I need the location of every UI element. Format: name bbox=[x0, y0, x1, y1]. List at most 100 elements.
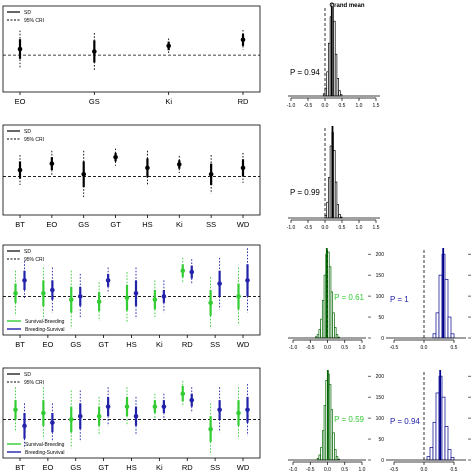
mean-point bbox=[92, 49, 97, 54]
x-tick-label: GS bbox=[78, 220, 89, 229]
mean-point bbox=[49, 161, 55, 166]
x-tick-label: WD bbox=[237, 220, 250, 229]
x-tick-label: EO bbox=[42, 340, 53, 349]
figure-title: Grand mean bbox=[329, 3, 364, 9]
mean-point bbox=[176, 162, 182, 167]
mean-point bbox=[236, 294, 241, 299]
x-tick-label: GS bbox=[89, 97, 100, 106]
mean-point bbox=[68, 417, 74, 422]
mean-point bbox=[17, 46, 23, 52]
x-tick-label: 1.5 bbox=[373, 225, 380, 231]
x-tick-label: 1.0 bbox=[359, 467, 366, 473]
mean-point bbox=[245, 278, 250, 283]
histogram-bar bbox=[426, 456, 431, 461]
mean-point bbox=[96, 299, 102, 304]
panel-frame bbox=[2, 5, 261, 93]
mean-point bbox=[208, 426, 213, 432]
mean-point bbox=[68, 297, 74, 302]
x-tick-label: RD bbox=[238, 97, 249, 106]
x-tick-label: RD bbox=[182, 340, 193, 349]
legend-cri-label: 95% CRI bbox=[24, 137, 44, 143]
x-tick-label: Ki bbox=[165, 97, 172, 106]
x-tick-label: RD bbox=[182, 463, 193, 472]
mean-point bbox=[189, 269, 195, 275]
mean-point bbox=[124, 295, 130, 301]
legend-cri-label: 95% CRI bbox=[24, 257, 44, 263]
row1-effects: EO GS Ki RD SD 95% CRI bbox=[2, 5, 261, 106]
x-tick-label: -1.0 bbox=[289, 345, 298, 351]
x-tick-label: GT bbox=[98, 340, 109, 349]
x-tick-label: BT bbox=[15, 220, 25, 229]
mean-point bbox=[208, 171, 214, 177]
mean-point bbox=[77, 413, 83, 419]
mean-point bbox=[161, 404, 167, 409]
row2-posterior: -1.0 -0.5 0.0 0.5 1.0 1.5 P = 0.99 bbox=[287, 126, 380, 231]
x-tick-label: GS bbox=[70, 463, 81, 472]
probability-label: P = 0.61 bbox=[334, 293, 364, 302]
mean-point bbox=[41, 290, 46, 296]
x-tick-label: GS bbox=[70, 340, 81, 349]
mean-point bbox=[13, 290, 18, 296]
mean-point bbox=[189, 397, 195, 403]
x-tick-label: 1.0 bbox=[356, 103, 363, 109]
mean-point bbox=[240, 37, 246, 43]
probability-label: P = 1 bbox=[390, 295, 409, 304]
x-tick-label: WD bbox=[237, 340, 250, 349]
mean-point bbox=[152, 404, 158, 409]
x-tick-label: -0.5 bbox=[306, 345, 315, 351]
y-tick-label: 150 bbox=[376, 395, 385, 401]
x-tick-label: EO bbox=[15, 97, 26, 106]
x-tick-label: GT bbox=[110, 220, 121, 229]
y-tick-label: 200 bbox=[376, 252, 385, 258]
x-tick-label: WD bbox=[237, 463, 250, 472]
y-tick-label: 0 bbox=[381, 336, 384, 342]
y-tick-label: 100 bbox=[376, 416, 385, 422]
panel-frame bbox=[2, 124, 261, 216]
row4-effects: BT EO GS GT HS Ki RD SS WD SD 95% CRI Survival-Bree… bbox=[2, 367, 261, 472]
x-tick-label: 1.0 bbox=[356, 225, 363, 231]
mean-point bbox=[208, 300, 213, 306]
legend-cri-label: 95% CRI bbox=[24, 18, 44, 24]
legend-group-a-label: Survival-Breeding bbox=[25, 319, 65, 325]
row2-effects: BT EO GS GT HS Ki SS WD SD 95% CRI bbox=[2, 124, 261, 229]
x-tick-label: 0.0 bbox=[421, 345, 428, 351]
row1-posterior: -1.0 -0.5 0.0 0.5 1.0 1.5 P = 0.94 bbox=[287, 3, 380, 109]
x-tick-label: -1.0 bbox=[289, 467, 298, 473]
row4-posterior-blue: -0.5 0.0 0.5 0 50 100 150 200 P = 0.94 bbox=[376, 370, 471, 473]
x-tick-label: GT bbox=[98, 463, 109, 472]
mean-point bbox=[77, 294, 83, 299]
mean-point bbox=[17, 167, 23, 173]
mean-point bbox=[217, 281, 222, 286]
x-tick-label: EO bbox=[42, 463, 53, 472]
y-tick-label: 200 bbox=[376, 374, 385, 380]
row4-posterior-green: -1.0 -0.5 0.0 0.5 1.0 P = 0.59 bbox=[288, 370, 371, 473]
mean-point bbox=[133, 290, 139, 296]
histogram-bar bbox=[450, 333, 455, 339]
x-tick-label: -0.5 bbox=[304, 225, 313, 231]
probability-label: P = 0.94 bbox=[290, 68, 320, 77]
mean-point bbox=[50, 287, 55, 293]
legend-group-b-label: Breeding-Survival bbox=[25, 450, 64, 456]
x-tick-label: 0.5 bbox=[339, 225, 346, 231]
x-tick-label: 0.0 bbox=[322, 225, 329, 231]
mean-point bbox=[145, 165, 150, 171]
probability-label: P = 0.99 bbox=[290, 188, 320, 197]
x-tick-label: SS bbox=[210, 340, 220, 349]
mean-point bbox=[240, 165, 246, 171]
mean-point bbox=[113, 154, 118, 160]
row3-effects: BT EO GS GT HS Ki RD SS WD SD 95% CRI Survival-Bree… bbox=[2, 244, 261, 349]
x-tick-label: 0.0 bbox=[322, 103, 329, 109]
legend-cri-label: 95% CRI bbox=[24, 380, 44, 386]
probability-label: P = 0.59 bbox=[334, 415, 364, 424]
x-tick-label: 1.5 bbox=[373, 103, 380, 109]
x-tick-label: -0.5 bbox=[390, 345, 399, 351]
mean-point bbox=[22, 423, 27, 429]
row3-posterior-green: -1.0 -0.5 0.0 0.5 1.0 P = 0.61 bbox=[288, 248, 371, 351]
legend-group-b-label: Breeding-Survival bbox=[25, 327, 64, 333]
x-tick-label: 0.5 bbox=[341, 467, 348, 473]
y-tick-label: 50 bbox=[378, 315, 384, 321]
x-tick-label: 0.5 bbox=[451, 345, 458, 351]
x-tick-label: -1.0 bbox=[287, 103, 296, 109]
x-tick-label: 1.0 bbox=[359, 345, 366, 351]
